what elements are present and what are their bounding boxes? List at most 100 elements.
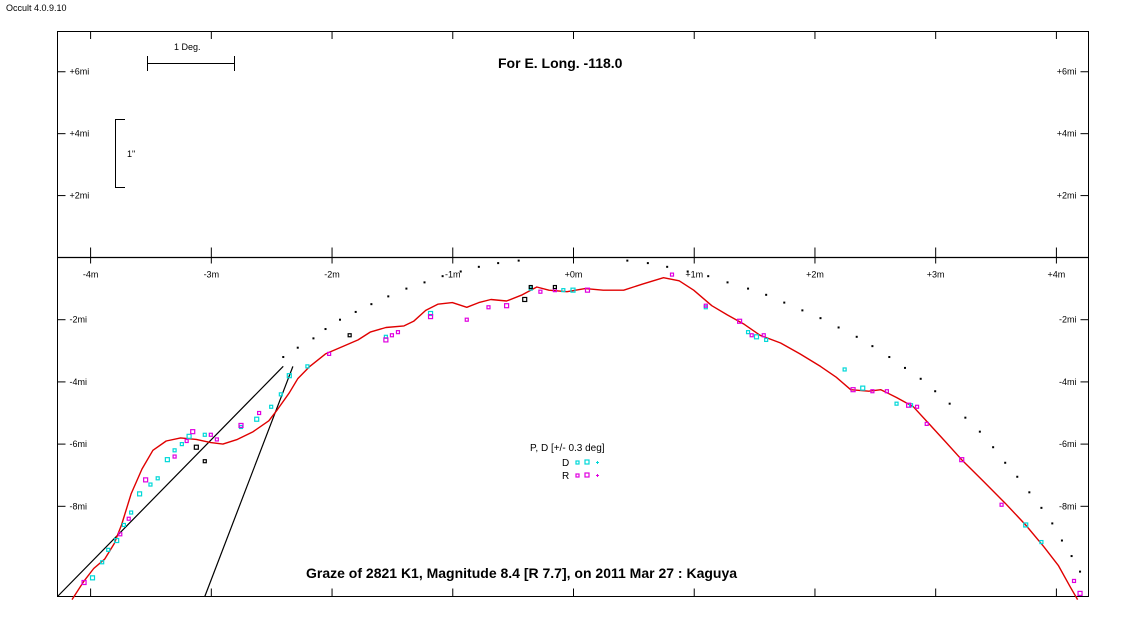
observation-point-r	[749, 333, 754, 338]
observation-point-d	[1023, 522, 1029, 528]
mean-limb-dot	[1016, 475, 1019, 478]
observation-point-d	[136, 491, 143, 497]
mean-limb-dot	[282, 356, 285, 359]
observation-point-r	[118, 532, 123, 537]
y-tick-label-left: -6mi	[70, 439, 88, 449]
observation-point-r	[850, 387, 856, 393]
observation-point-d	[100, 560, 105, 565]
mean-limb-dot	[1004, 461, 1007, 464]
observation-point-r	[208, 432, 213, 437]
mean-limb-dot	[819, 317, 822, 320]
x-tick-label: -1m	[445, 270, 461, 280]
observation-point-d	[186, 433, 192, 439]
mean-limb-dot	[312, 337, 315, 340]
mean-limb-dot	[871, 345, 874, 348]
mean-limb-dot	[296, 346, 299, 349]
observation-point-r	[486, 305, 491, 310]
mean-limb-dot	[903, 366, 906, 369]
observation-point-d	[89, 575, 96, 581]
observation-point-d	[745, 330, 751, 335]
observation-point-r	[538, 289, 543, 294]
mean-limb-dot	[855, 335, 858, 338]
mean-limb-dot	[801, 309, 804, 312]
legend-label-r: R	[562, 471, 569, 482]
mean-limb-dot	[888, 356, 891, 359]
observation-point-other	[193, 444, 199, 450]
observation-point-d	[121, 522, 126, 528]
observation-point-r	[327, 351, 332, 357]
observation-point-d	[129, 510, 134, 515]
observation-point-r	[1077, 590, 1083, 596]
x-tick-label: +2m	[806, 270, 824, 280]
mean-limb-dot	[423, 281, 426, 284]
observation-point-d	[764, 337, 769, 343]
observation-point-other	[522, 296, 528, 303]
mean-limb-dot	[686, 270, 689, 273]
data-layer	[57, 259, 1083, 600]
observation-point-d	[106, 547, 111, 552]
observation-point-d	[114, 537, 120, 544]
x-tick-label: -2m	[324, 270, 340, 280]
mean-limb-dot	[765, 293, 768, 296]
x-tick-label: +0m	[565, 270, 583, 280]
mean-limb-dot	[919, 377, 922, 380]
mean-limb-dot	[978, 430, 981, 433]
observation-point-d	[305, 364, 310, 369]
observation-point-d	[570, 287, 576, 293]
y-tick-label-right: +6mi	[1057, 67, 1077, 77]
chart-title: Graze of 2821 K1, Magnitude 8.4 [R 7.7],…	[306, 565, 737, 581]
ticks-layer: -4m -3m -2m -1m +0m +1m +2m +3m +4m +6mi +6mi +4mi +…	[57, 31, 1089, 597]
y-tick-label-right: -8mi	[1059, 501, 1077, 511]
y-tick-label-left: +6mi	[70, 67, 90, 77]
observation-point-other	[347, 333, 352, 338]
y-tick-label-right: +2mi	[1057, 191, 1077, 201]
observation-point-d	[561, 288, 566, 293]
observation-point-d	[427, 310, 434, 317]
mean-limb-dot	[666, 265, 669, 268]
observation-point-d	[155, 476, 160, 481]
mean-limb-dot	[497, 262, 500, 265]
y-tick-label-left: -4mi	[70, 377, 88, 387]
observation-point-d	[254, 416, 260, 422]
observation-point-r	[172, 454, 177, 459]
mean-limb-dot	[517, 259, 520, 262]
y-tick-label-left: +4mi	[70, 129, 90, 139]
mean-limb-dot	[646, 262, 649, 265]
observation-point-other	[552, 284, 557, 290]
boundary-line	[57, 365, 284, 597]
observation-point-r	[214, 437, 219, 442]
degree-scale-bar: 1 Deg.	[147, 42, 235, 71]
observation-point-d	[860, 385, 866, 391]
observation-point-r	[959, 457, 965, 463]
observation-point-r	[870, 389, 875, 394]
mean-limb-dot	[387, 295, 390, 298]
mean-limb-dot	[992, 446, 995, 449]
observation-point-r	[1071, 578, 1077, 584]
observation-point-d	[269, 404, 274, 409]
observation-point-d	[842, 367, 847, 372]
longitude-subtitle: For E. Long. -118.0	[498, 55, 623, 71]
observation-point-other	[528, 284, 533, 290]
observation-point-d	[172, 448, 177, 453]
y-tick-label-left: -8mi	[70, 501, 88, 511]
observation-point-r	[427, 313, 434, 320]
observation-point-r	[464, 317, 469, 322]
observation-point-r	[737, 318, 743, 324]
mean-limb-dot	[338, 318, 341, 321]
observation-point-r	[999, 502, 1004, 507]
legend: P, D [+/- 0.3 deg] D R	[530, 443, 605, 482]
observation-point-r	[761, 333, 766, 338]
observation-point-r	[914, 404, 920, 409]
mean-limb-dot	[441, 275, 444, 278]
observation-point-d	[278, 392, 283, 397]
observation-point-r	[383, 337, 389, 343]
observation-point-d	[286, 373, 292, 379]
observation-point-r	[81, 579, 87, 586]
observation-point-d	[894, 401, 899, 406]
observation-point-r	[126, 516, 131, 521]
mean-limb-dot	[405, 287, 408, 290]
arcsec-scale-bar: 1"	[115, 119, 135, 188]
mean-limb-dot	[477, 265, 480, 268]
mean-limb-dot	[948, 402, 951, 405]
